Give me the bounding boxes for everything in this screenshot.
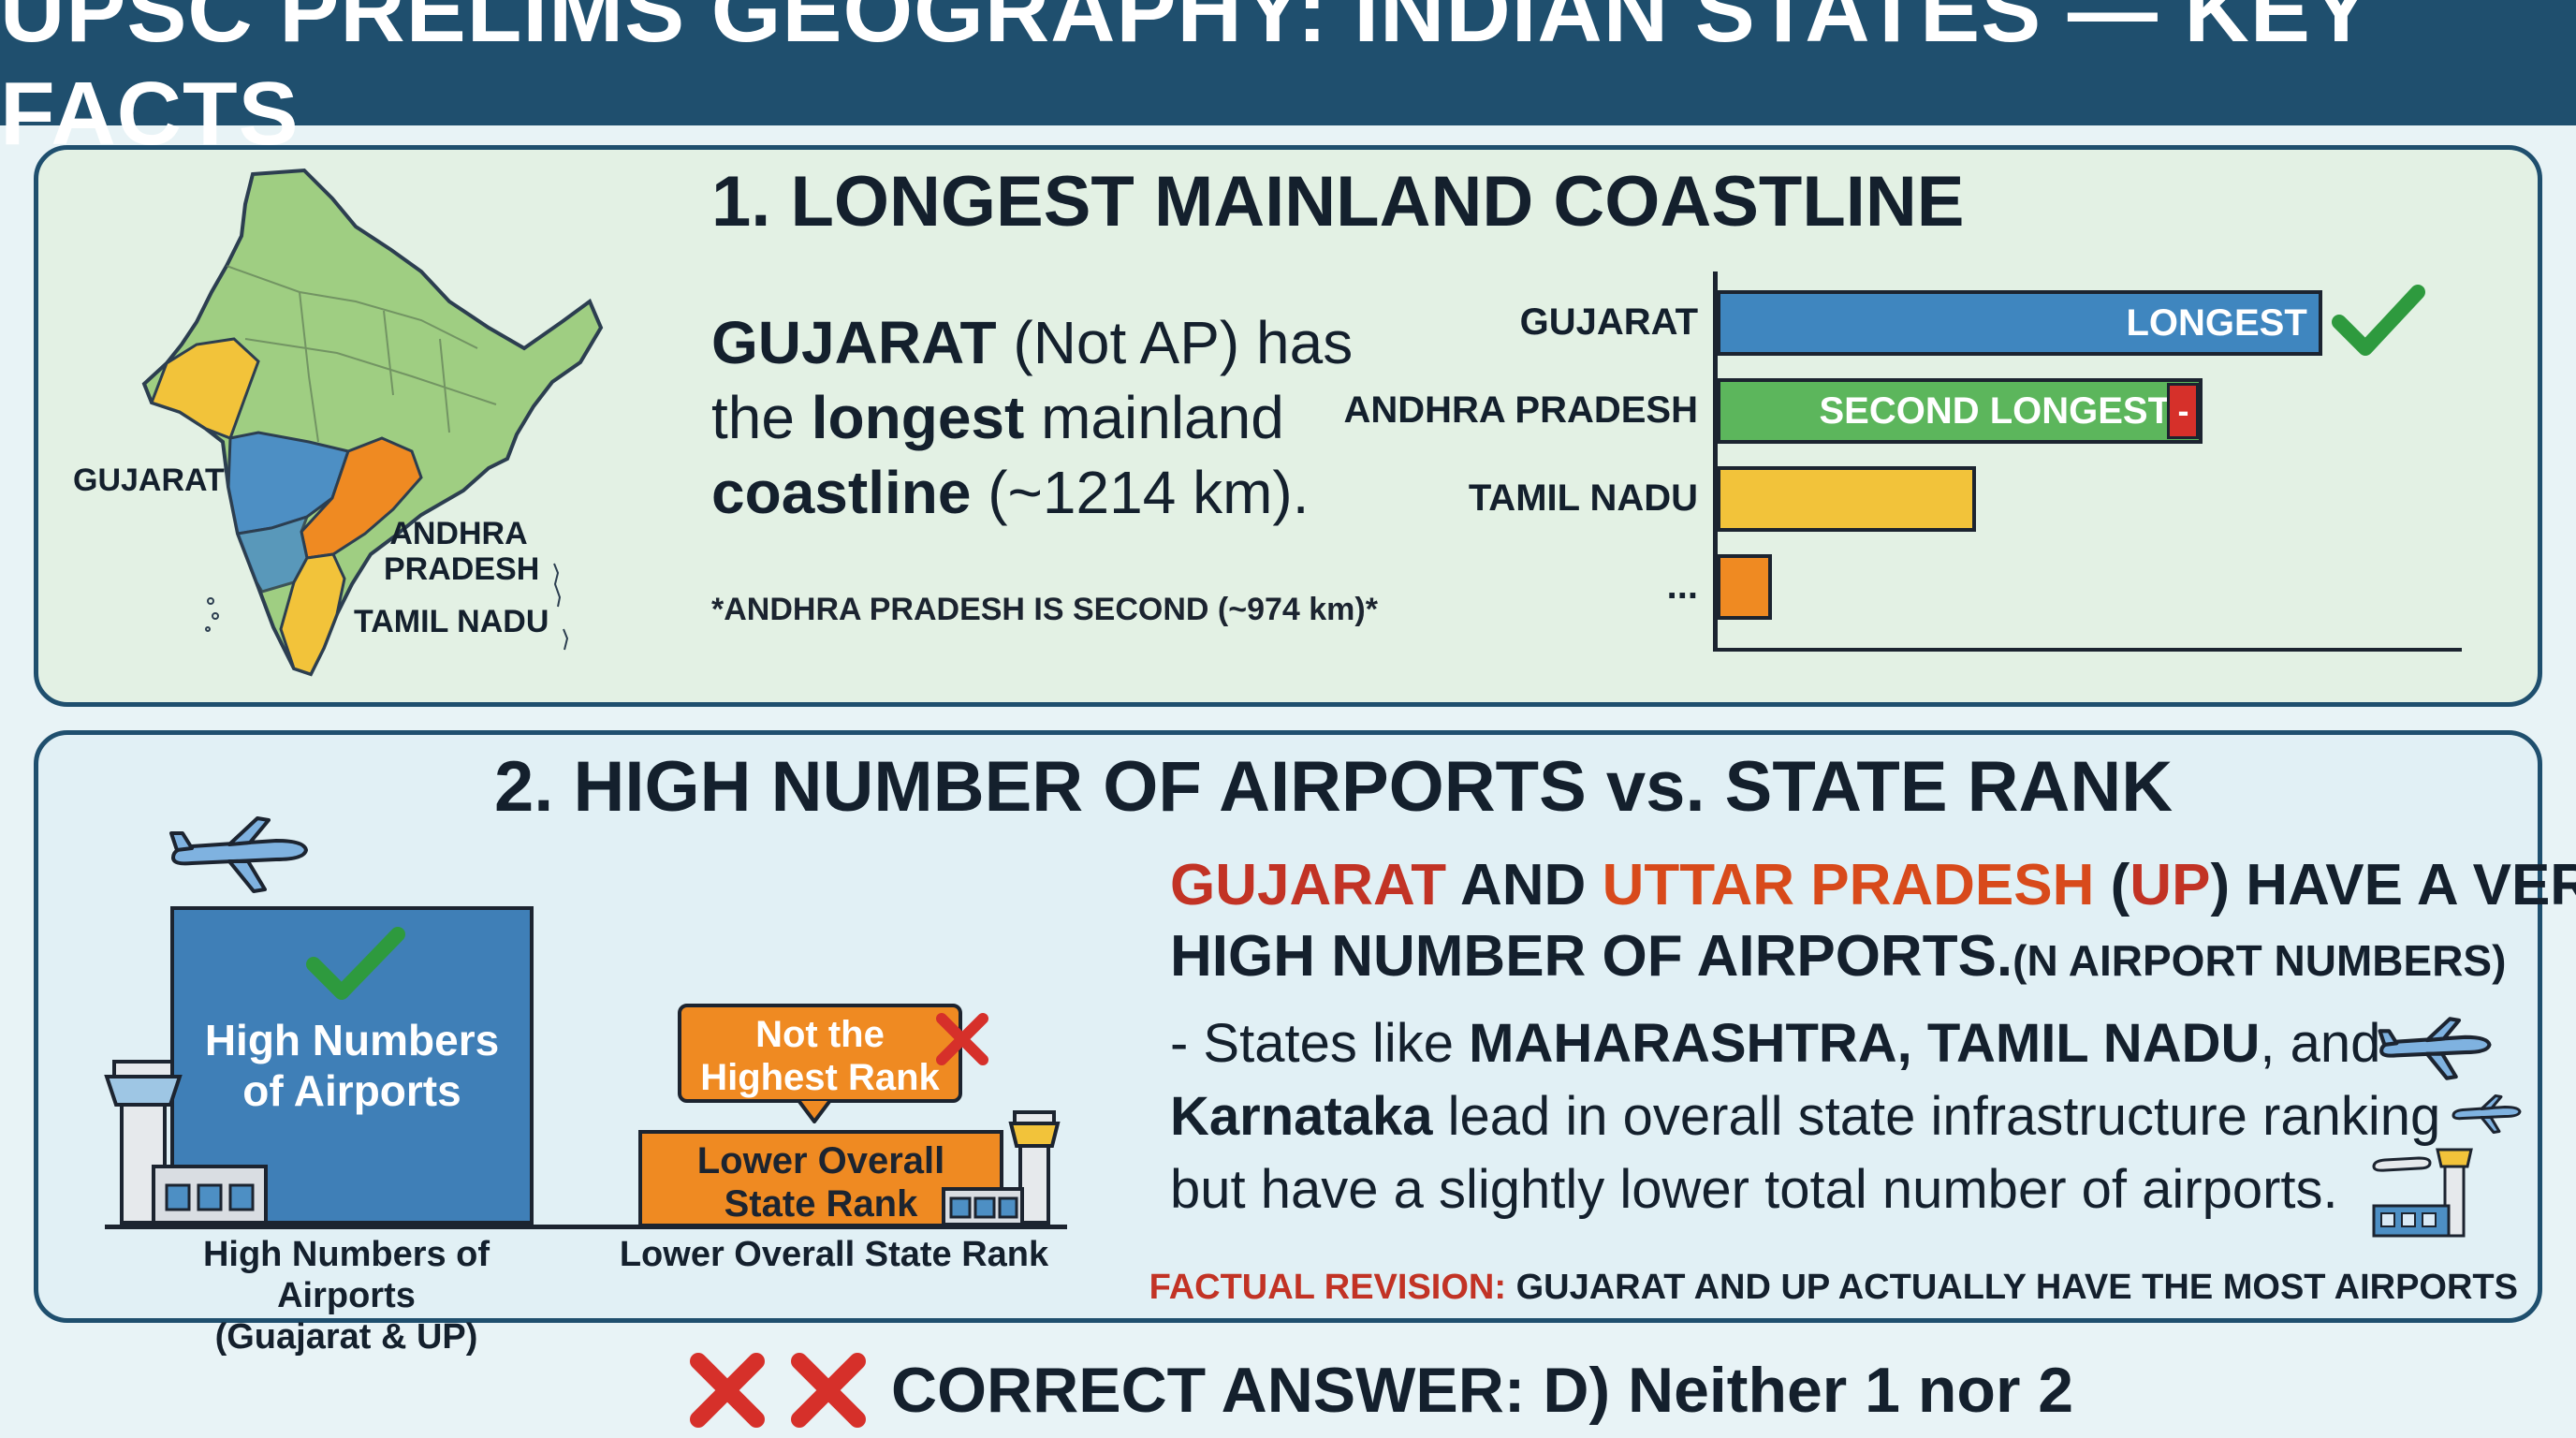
flag-line2: Highest Rank (700, 1057, 940, 1098)
claim-and: AND (1446, 853, 1603, 917)
cross-icon (791, 1353, 866, 1428)
revision-text: GUJARAT AND UP ACTUALLY HAVE THE MOST AI… (1506, 1268, 2518, 1307)
coastline-statement: GUJARAT (Not AP) has the longest mainlan… (711, 305, 1353, 530)
high-airports-box-text: High Numbers of Airports (170, 1015, 534, 1116)
para-l1-post: , and (2260, 1013, 2381, 1074)
airport-claim: GUJARAT AND UTTAR PRADESH (UP) HAVE A VE… (1170, 850, 2576, 996)
factual-revision: FACTUAL REVISION: GUJARAT AND UP ACTUALL… (1149, 1268, 2518, 1308)
gujarat-region (150, 337, 260, 440)
coastline-chart: LONGEST SECOND LONGEST - GUJARAT ANDHRA P… (1339, 271, 2499, 665)
airplane-icon (2452, 1094, 2522, 1134)
claim-up-abbr: UP (2130, 853, 2211, 917)
para-line3: but have a slightly lower total number o… (1170, 1159, 2338, 1220)
map-label-tamil-nadu: TAMIL NADU (354, 604, 549, 639)
high-airports-line1: High Numbers (204, 1016, 500, 1064)
ground-line (105, 1225, 1067, 1229)
claim-paren: ( (2094, 853, 2130, 917)
claim-close: ) HAVE A VERY (2210, 853, 2576, 917)
statement-line3: coastline (~1214 km). (711, 455, 1353, 530)
para-line1: - States like MAHARASHTRA, TAMIL NADU, a… (1170, 1007, 2440, 1080)
claim-up: UTTAR PRADESH (1602, 853, 2095, 917)
chart-x-axis (1713, 648, 2462, 652)
india-map (141, 168, 604, 677)
section1-heading: 1. LONGEST MAINLAND COASTLINE (711, 162, 1965, 242)
cross-icon (936, 1013, 988, 1065)
caption-left-line1: High Numbers of Airports (202, 1235, 490, 1315)
tamil-nadu-region (279, 552, 346, 676)
bar-label-longest: LONGEST (2126, 302, 2307, 344)
statement-not-ap: (Not AP) has (996, 309, 1354, 376)
control-tower-icon (942, 1110, 1061, 1226)
para-l1-states: MAHARASHTRA, TAMIL NADU (1469, 1013, 2261, 1074)
statement-longest: longest (811, 384, 1025, 451)
bar-0 (1717, 290, 2323, 356)
bar-category-label: TAMIL NADU (1468, 477, 1698, 519)
lower-rank-line2: State Rank (724, 1183, 918, 1225)
statement-line1: GUJARAT (Not AP) has (711, 305, 1353, 380)
caption-lower-rank: Lower Overall State Rank (619, 1235, 1049, 1274)
claim-line2: HIGH NUMBER OF AIRPORTS.(N AIRPORT NUMBE… (1170, 921, 2576, 996)
bar-2 (1717, 466, 1977, 532)
map-label-andhra-line1: ANDHRA (389, 516, 528, 551)
page-title: UPSC PRELIMS GEOGRAPHY: INDIAN STATES — … (0, 0, 2371, 164)
not-highest-rank-flag: Not the Highest Rank (678, 1004, 962, 1103)
minus-tag-text: - (2177, 391, 2189, 430)
revision-label: FACTUAL REVISION: (1149, 1268, 1507, 1307)
high-airports-line2: of Airports (242, 1066, 461, 1115)
flag-pointer (796, 1099, 833, 1123)
lower-rank-line1: Lower Overall (696, 1140, 945, 1181)
bar-1 (1717, 378, 2203, 444)
bar-category-label: ... (1666, 565, 1698, 607)
correct-answer: CORRECT ANSWER: D) Neither 1 nor 2 (891, 1355, 2074, 1426)
statement-km: (~1214 km). (971, 459, 1310, 526)
statement-the: the (711, 384, 812, 451)
section2-heading: 2. HIGH NUMBER OF AIRPORTS vs. STATE RAN… (494, 747, 2174, 827)
airplane-icon (169, 816, 309, 893)
chart-y-axis (1713, 271, 1718, 651)
bar-category-label: ANDHRA PRADESH (1343, 389, 1698, 431)
claim-line2-text: HIGH NUMBER OF AIRPORTS. (1170, 924, 2013, 989)
map-label-gujarat: GUJARAT (73, 462, 225, 498)
statement-mainland: mainland (1024, 384, 1284, 451)
check-icon (2332, 285, 2426, 356)
maharashtra-region (227, 431, 350, 536)
claim-gujarat: GUJARAT (1170, 853, 1447, 917)
cross-icon (690, 1353, 765, 1428)
airport-terminal-icon (2372, 1148, 2473, 1238)
claim-line2-small: (N AIRPORT NUMBERS) (2012, 936, 2507, 985)
caption-left-line2: (Guajarat & UP) (214, 1317, 478, 1357)
minus-tag: - (2167, 383, 2200, 439)
airport-paragraph: - States like MAHARASHTRA, TAMIL NADU, a… (1170, 1007, 2440, 1226)
para-line2: Karnataka lead in overall state infrastr… (1170, 1080, 2440, 1153)
map-label-andhra-line2: PRADESH (384, 551, 540, 587)
para-karnataka: Karnataka (1170, 1086, 1433, 1147)
statement-line2: the longest mainland (711, 380, 1353, 455)
title-banner: UPSC PRELIMS GEOGRAPHY: INDIAN STATES — … (0, 0, 2576, 164)
check-icon (306, 927, 405, 1000)
control-tower-icon (104, 1060, 268, 1225)
statement-state: GUJARAT (711, 309, 997, 376)
bar-label-second: SECOND LONGEST (1819, 390, 2172, 432)
para-l2-post: lead in overall state infrastructure ran… (1432, 1086, 2441, 1147)
claim-line1: GUJARAT AND UTTAR PRADESH (UP) HAVE A VE… (1170, 850, 2576, 921)
airplane-icon (2378, 1017, 2492, 1080)
coastline-footnote: *ANDHRA PRADESH IS SECOND (~974 km)* (711, 592, 1378, 627)
andhra-region (300, 436, 423, 560)
flag-line1: Not the (755, 1014, 885, 1055)
statement-coastline: coastline (711, 459, 972, 526)
caption-high-airports: High Numbers of Airports (Guajarat & UP) (131, 1234, 562, 1357)
bar-3 (1717, 554, 1772, 620)
map-label-andhra: ANDHRA PRADESH (384, 516, 540, 587)
para-l1-pre: - States like (1170, 1013, 1470, 1074)
bar-category-label: GUJARAT (1519, 301, 1698, 343)
